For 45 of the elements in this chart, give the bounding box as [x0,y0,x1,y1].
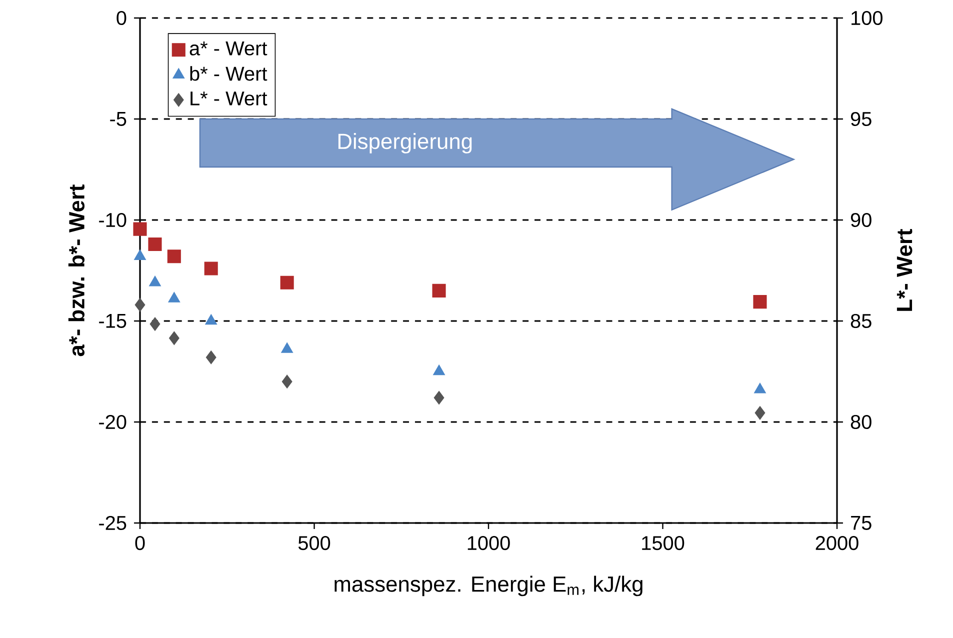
x-tick-label: 500 [298,536,330,550]
y-tick-label: -10 [99,212,126,228]
legend-label: a* - Wert [190,42,268,56]
y-tick-label: -15 [99,314,126,328]
y2-tick-label: 95 [850,112,872,126]
point [206,350,216,364]
y2-tick-label: 85 [850,314,872,328]
point [133,222,147,236]
point [168,331,180,345]
legend-label: b* - Wert [190,66,268,81]
y-tick-label: -20 [99,414,126,430]
x-tick-label: 1000 [468,536,510,550]
point [280,276,294,290]
y2-tick-label: 90 [850,212,872,228]
point [281,342,293,353]
point [148,237,162,252]
y2-tick-label: 75 [851,516,872,530]
y-tick-label: -5 [110,112,126,126]
y2-tick-label: 80 [850,414,872,430]
y-tick-label: -25 [99,516,126,530]
point [134,250,146,260]
point [754,382,766,394]
point [754,406,766,420]
x-tick-label: 0 [135,536,145,550]
point [205,314,218,325]
y2-tick-label: 100 [852,10,882,26]
point [168,292,180,302]
y2-axis-title: L*- Wert [896,228,912,311]
point [753,295,767,309]
x-axis-title: massenspez. Energie E$_{m}$, kJ/kg [334,576,642,596]
point [204,262,218,276]
point [433,364,445,376]
x-tick-label: 2000 [816,536,858,550]
legend-label: L* - Wert [190,92,268,106]
x-tick-label: 1500 [642,536,684,550]
point [432,284,446,298]
point [150,317,160,331]
point [149,276,161,286]
point [282,374,292,388]
point [134,298,146,312]
y-axis-title: a*- bzw. b*- Wert [68,184,85,356]
y-tick-label: 0 [116,10,126,26]
point [434,390,444,405]
point [167,250,181,264]
annotation: Dispergierung [338,133,472,154]
